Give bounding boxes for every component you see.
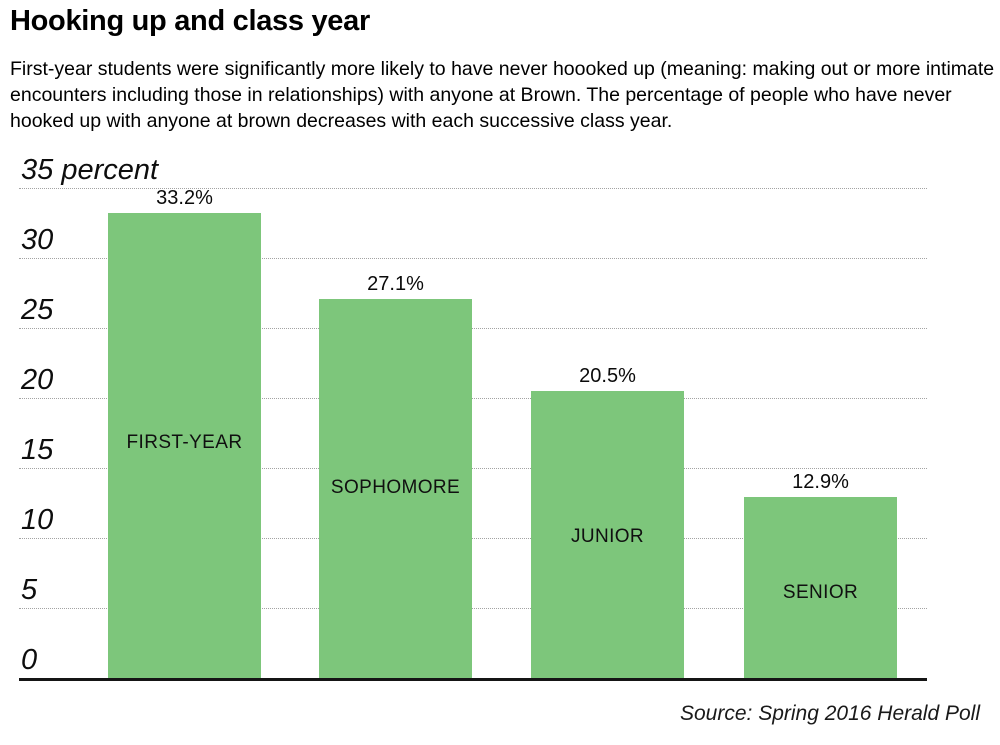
bar-sophomore: SOPHOMORE — [319, 298, 472, 678]
y-tick-label-10: 10 — [21, 504, 54, 536]
y-tick-label-30: 30 — [21, 224, 54, 256]
gridline-5 — [19, 608, 927, 609]
source-credit: Source: Spring 2016 Herald Poll — [679, 702, 980, 725]
bar-senior: SENIOR — [744, 497, 897, 678]
chart-description: First-year students were significantly m… — [10, 58, 995, 132]
bar-junior: JUNIOR — [531, 391, 684, 678]
y-tick-label-15: 15 — [21, 434, 54, 466]
bar-category-label: SOPHOMORE — [330, 476, 461, 498]
chart-title: Hooking up and class year — [10, 5, 370, 37]
gridline-25 — [19, 328, 927, 329]
gridline-20 — [19, 398, 927, 399]
y-tick-label-25: 25 — [21, 294, 54, 326]
bar-value-label: 20.5% — [579, 365, 636, 387]
plot-area: 35 percent 30 25 20 15 10 5 0 FIRST-YEAR 33.2% SOP… — [19, 154, 927, 682]
gridline-15 — [19, 468, 927, 469]
gridline-35 — [19, 188, 927, 189]
bar-first-year: FIRST-YEAR — [108, 213, 261, 678]
y-tick-label-5: 5 — [21, 574, 38, 606]
y-tick-label-0: 0 — [21, 644, 38, 676]
bar-category-label: FIRST-YEAR — [126, 431, 243, 453]
x-axis-line — [19, 678, 927, 681]
gridline-10 — [19, 538, 927, 539]
y-tick-label-35: 35 percent — [21, 154, 159, 186]
gridline-30 — [19, 258, 927, 259]
y-tick-label-20: 20 — [21, 364, 54, 396]
bar-value-label: 12.9% — [792, 471, 849, 494]
bar-category-label: SENIOR — [782, 582, 859, 604]
bar-value-label: 33.2% — [156, 187, 213, 210]
bar-category-label: JUNIOR — [570, 525, 645, 547]
bar-value-label: 27.1% — [367, 272, 424, 295]
